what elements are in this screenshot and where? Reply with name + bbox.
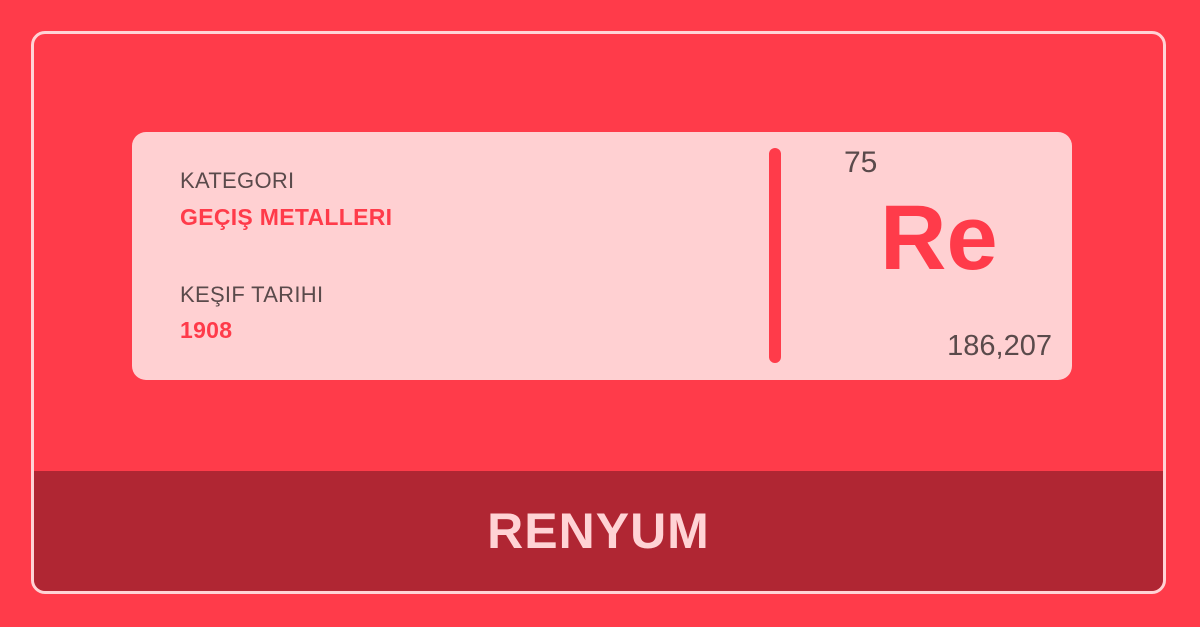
element-symbol: Re (880, 187, 998, 289)
discovery-date-value: 1908 (180, 317, 233, 343)
atomic-number: 75 (844, 146, 878, 179)
element-name: RENYUM (487, 503, 710, 559)
category-label: KATEGORI (180, 168, 295, 193)
element-info-card: KATEGORI GEÇIŞ METALLERI KEŞIF TARIHI 19… (132, 132, 1072, 380)
category-value: GEÇIŞ METALLERI (180, 204, 393, 230)
atomic-mass: 186,207 (947, 330, 1052, 362)
discovery-date-label: KEŞIF TARIHI (180, 282, 324, 307)
element-frame: KATEGORI GEÇIŞ METALLERI KEŞIF TARIHI 19… (31, 31, 1166, 594)
card-divider (769, 148, 781, 363)
element-name-banner: RENYUM (34, 471, 1163, 591)
